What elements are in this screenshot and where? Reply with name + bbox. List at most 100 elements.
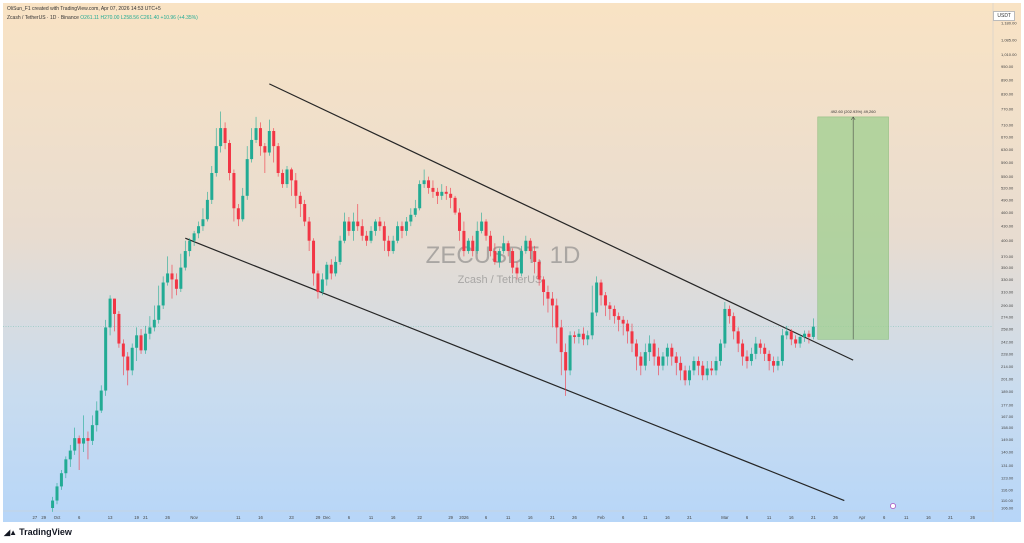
candle-down	[316, 273, 320, 293]
candle-up	[99, 390, 103, 411]
candle-down	[674, 356, 678, 363]
candle-down	[670, 347, 674, 357]
candlestick-chart[interactable]: 1,180.00 1,085.00 1,010.00 950.00 890.00 830.…	[3, 3, 1021, 522]
candle-down	[657, 356, 661, 366]
y-tick-label: 116.00	[1001, 487, 1014, 492]
candle-up	[776, 361, 780, 366]
candle-down	[506, 243, 510, 252]
candle-up	[267, 130, 271, 153]
x-tick-label: 11	[767, 515, 772, 520]
brand-name: TradingView	[19, 527, 72, 537]
candle-up	[55, 486, 59, 501]
candle-down	[378, 221, 382, 227]
x-tick-label: 16	[528, 515, 533, 520]
candle-down	[573, 335, 576, 337]
y-tick-label: 550.00	[1001, 174, 1014, 179]
candle-up	[183, 251, 187, 268]
y-tick-label: 158.00	[1001, 425, 1014, 430]
candle-down	[758, 343, 762, 348]
candle-up	[648, 343, 652, 353]
candle-down	[493, 251, 497, 262]
candle-up	[404, 221, 408, 231]
candle-up	[205, 199, 209, 220]
tradingview-brand[interactable]: ◢▲ TradingView	[4, 527, 72, 537]
candle-down	[453, 197, 457, 213]
candle-down	[745, 356, 749, 362]
y-tick-label: 520.00	[1001, 185, 1014, 190]
candle-down	[679, 362, 683, 371]
candle-up	[568, 335, 572, 371]
currency-badge[interactable]: USDT	[993, 11, 1015, 21]
x-tick-label: 16	[665, 515, 670, 520]
candle-down	[727, 308, 731, 317]
candle-up	[723, 308, 727, 344]
candle-down	[603, 295, 607, 306]
candle-down	[484, 221, 488, 236]
y-tick-label: 490.00	[1001, 197, 1014, 202]
x-tick-label: Nov	[190, 515, 198, 520]
target-label: 492.60 (202.93%) 49,260	[831, 109, 877, 114]
y-tick-label: 106.00	[1001, 506, 1014, 511]
candle-down	[289, 169, 293, 181]
x-tick-label: 29	[448, 515, 453, 520]
candle-down	[621, 319, 625, 324]
candle-down	[634, 343, 638, 357]
candle-up	[586, 335, 590, 340]
candle-down	[329, 264, 333, 274]
y-tick-label: 400.00	[1001, 238, 1014, 243]
candle-down	[139, 335, 143, 351]
x-tick-label: 27	[33, 515, 38, 520]
watermark-name: Zcash / TetherUS	[458, 274, 543, 286]
y-tick-label: 670.00	[1001, 134, 1014, 139]
candle-down	[599, 282, 603, 296]
x-tick-label: 29	[41, 515, 46, 520]
candle-down	[564, 352, 568, 371]
x-tick-label: 23	[289, 515, 294, 520]
y-tick-label: 1,180.00	[1001, 21, 1017, 26]
candle-up	[201, 219, 205, 227]
candle-up	[197, 226, 201, 234]
candle-up	[254, 128, 258, 140]
event-marker-icon	[890, 503, 896, 509]
candle-up	[780, 335, 784, 362]
y-tick-label: 228.00	[1001, 351, 1014, 356]
candle-up	[104, 327, 108, 391]
candle-down	[170, 273, 174, 280]
y-tick-label: 890.00	[1001, 77, 1014, 82]
candle-down	[272, 130, 276, 147]
candle-down	[767, 353, 771, 362]
candle-up	[391, 240, 395, 252]
candle-up	[798, 336, 802, 344]
candle-up	[351, 221, 355, 231]
y-tick-label: 201.00	[1001, 377, 1014, 382]
candle-up	[250, 139, 254, 160]
candle-down	[298, 195, 302, 205]
x-tick-label: 22	[417, 515, 422, 520]
x-tick-label: 11	[904, 515, 909, 520]
candle-up	[519, 251, 523, 274]
candle-up	[143, 333, 147, 351]
candle-up	[210, 173, 214, 200]
candle-down	[303, 204, 307, 222]
x-tick-label: 26	[572, 515, 577, 520]
candle-down	[639, 356, 643, 366]
candle-up	[418, 184, 422, 209]
candle-up	[754, 343, 758, 354]
candle-down	[741, 343, 745, 357]
candle-up	[369, 230, 373, 241]
candle-up	[135, 335, 139, 348]
candle-up	[152, 319, 156, 328]
candle-up	[466, 240, 470, 252]
candle-up	[643, 352, 647, 366]
candle-down	[546, 292, 550, 299]
candle-up	[148, 327, 152, 334]
candle-down	[537, 261, 541, 280]
candle-up	[343, 221, 346, 241]
candle-down	[263, 146, 267, 153]
candle-up	[68, 450, 72, 460]
candle-up	[108, 298, 112, 328]
x-tick-label: 26	[970, 515, 975, 520]
candle-down	[347, 221, 351, 231]
x-tick-label: 21	[687, 515, 692, 520]
candle-down	[294, 180, 298, 196]
